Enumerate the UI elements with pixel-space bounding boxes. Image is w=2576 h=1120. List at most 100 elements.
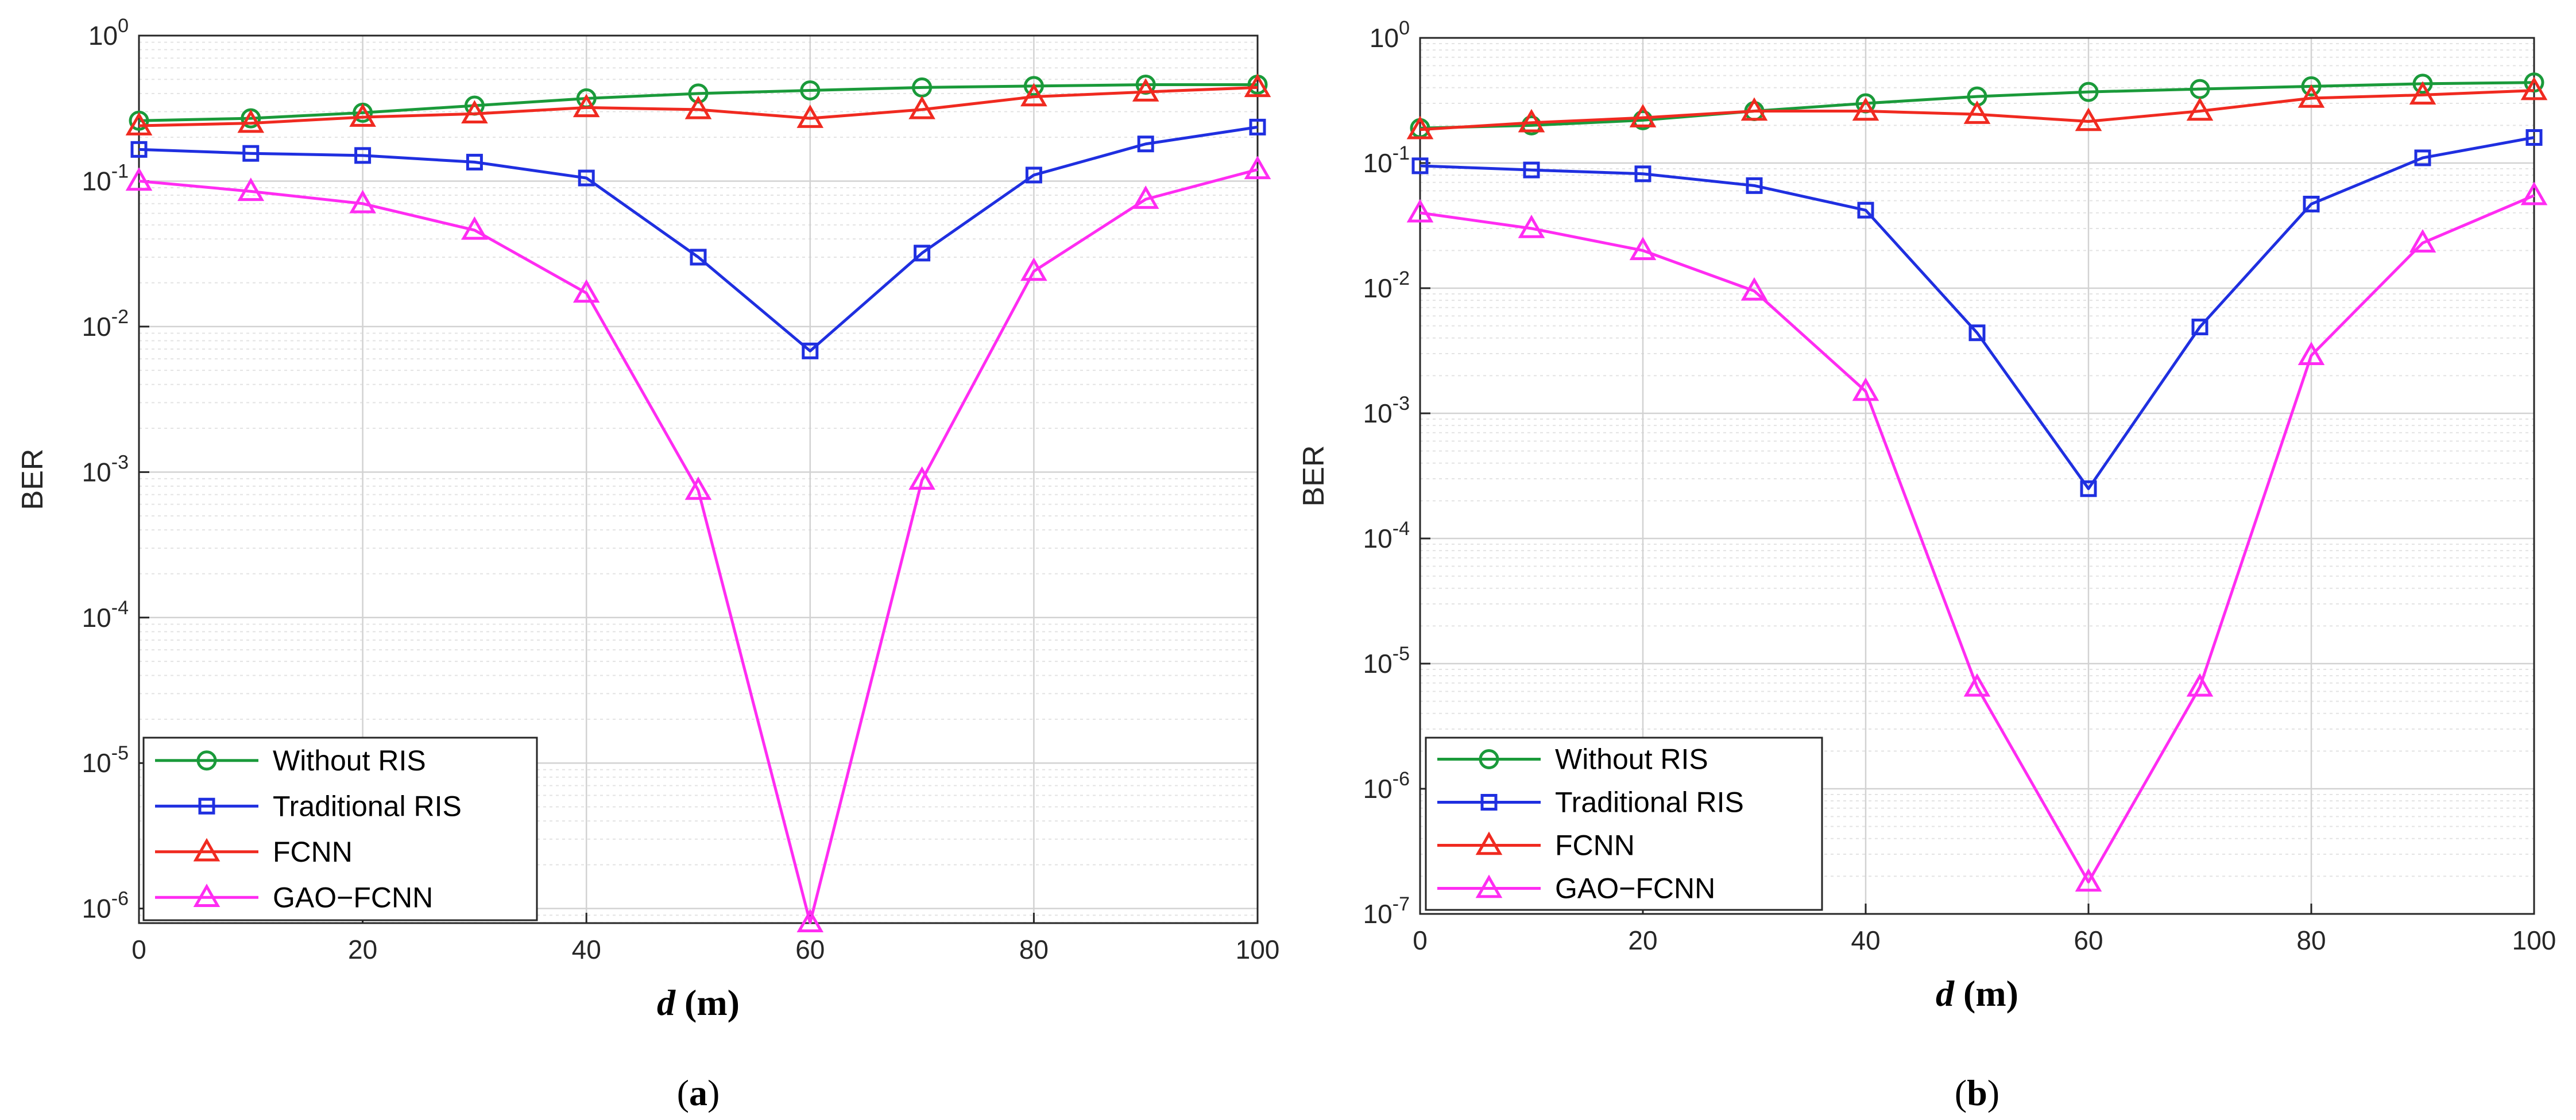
axes-box xyxy=(138,34,1259,924)
data-point xyxy=(688,83,709,104)
y-tick-label: 10-6 xyxy=(82,888,129,924)
data-point xyxy=(1629,104,1657,127)
data-point xyxy=(1857,201,1874,219)
data-point xyxy=(1249,118,1266,135)
x-tick-label: 80 xyxy=(1019,935,1049,964)
data-point xyxy=(578,169,595,187)
data-point xyxy=(908,95,935,119)
data-point xyxy=(2186,673,2214,697)
data-point xyxy=(349,189,376,214)
data-point xyxy=(2075,868,2102,892)
series-line xyxy=(138,86,1258,127)
data-point xyxy=(2520,181,2548,206)
data-point xyxy=(796,909,824,932)
data-point xyxy=(2297,84,2325,108)
data-point xyxy=(2186,97,2214,121)
data-point xyxy=(125,112,153,135)
y-tick-label: 10-1 xyxy=(1363,142,1410,178)
data-point xyxy=(2301,76,2322,96)
data-point xyxy=(349,103,376,127)
data-point xyxy=(1968,324,1986,342)
series-line xyxy=(1419,81,2535,130)
data-point xyxy=(130,141,148,158)
data-point xyxy=(1020,83,1047,107)
data-point xyxy=(1411,157,1429,175)
legend-item: Without RIS xyxy=(155,745,426,777)
y-axis-label: BER xyxy=(1297,445,1330,507)
x-tick-label: 60 xyxy=(2074,925,2103,955)
data-point xyxy=(1406,199,1434,223)
legend-marker xyxy=(198,797,215,815)
legend-item: Without RIS xyxy=(1437,743,1708,776)
legend-marker xyxy=(193,883,221,907)
series-line xyxy=(1419,136,2535,490)
data-point xyxy=(1518,214,1545,238)
axes-box xyxy=(1419,37,2535,915)
x-axis-label: d (m) xyxy=(1936,973,2018,1014)
x-tick-label: 20 xyxy=(1628,925,1657,955)
y-tick-label: 10-4 xyxy=(1363,518,1410,553)
data-point xyxy=(796,104,824,128)
y-axis: 10-7 10-6 10-5 10-4 10-3 10-2 10-1 100 xyxy=(1363,17,1430,929)
y-tick-label: 10-2 xyxy=(1363,268,1410,303)
panel-label: (b) xyxy=(1955,1072,1999,1113)
legend: Without RIS Traditional RIS FCNN GAO−FCNN xyxy=(1425,737,1823,911)
data-point xyxy=(1244,156,1271,180)
series-fcnn xyxy=(1406,76,2548,139)
legend-label: Traditional RIS xyxy=(273,790,462,822)
data-point xyxy=(573,94,600,118)
legend-label: Traditional RIS xyxy=(1555,786,1744,819)
data-point xyxy=(1629,237,1657,261)
data-point xyxy=(2080,480,2097,497)
series-fcnn xyxy=(125,73,1271,135)
data-point xyxy=(2525,129,2543,146)
x-tick-label: 100 xyxy=(2512,925,2556,955)
legend-label: Without RIS xyxy=(273,745,426,777)
data-point xyxy=(1023,76,1044,96)
data-point xyxy=(125,167,153,191)
y-tick-label: 100 xyxy=(1370,17,1410,53)
data-point xyxy=(1740,97,1768,121)
legend-label: GAO−FCNN xyxy=(1555,873,1715,905)
x-tick-label: 100 xyxy=(1236,935,1280,964)
data-point xyxy=(1518,108,1545,133)
data-point xyxy=(2297,342,2325,365)
x-tick-label: 40 xyxy=(572,935,601,964)
x-tick-label: 20 xyxy=(348,935,377,964)
panel-label: (a) xyxy=(677,1072,720,1113)
y-tick-label: 10-2 xyxy=(82,306,129,342)
data-point xyxy=(908,466,935,490)
y-tick-label: 10-7 xyxy=(1363,893,1410,929)
data-point xyxy=(461,216,488,240)
chart-a: 0 20 40 60 80 100 10-6 10-5 10-4 10-3 10-2 10-1 100 B… xyxy=(16,15,1280,1113)
series-line xyxy=(138,125,1258,352)
data-point xyxy=(1634,165,1651,183)
data-point xyxy=(684,476,712,500)
series-without-ris xyxy=(1410,72,2544,138)
legend-label: FCNN xyxy=(273,836,353,868)
series-traditional-ris xyxy=(130,118,1266,359)
legend-marker xyxy=(193,838,221,862)
y-tick-label: 10-3 xyxy=(1363,393,1410,428)
data-point xyxy=(1025,166,1042,184)
y-axis-label: BER xyxy=(16,449,49,510)
y-tick-label: 10-6 xyxy=(1363,768,1410,804)
legend-label: Without RIS xyxy=(1555,743,1708,776)
legend-item: FCNN xyxy=(155,836,353,868)
data-point xyxy=(1746,177,1763,194)
y-tick-label: 10-1 xyxy=(82,160,129,196)
x-axis: 0 20 40 60 80 100 xyxy=(1413,904,2556,955)
legend-item: Traditional RIS xyxy=(155,790,462,822)
chart-b: 0 20 40 60 80 100 10-7 10-6 10-5 10-4 10-3 10-2 10-1… xyxy=(1297,17,2556,1113)
data-point xyxy=(1852,97,1879,121)
data-point xyxy=(2520,76,2548,100)
data-point xyxy=(2191,319,2208,336)
data-point xyxy=(1852,377,1879,401)
legend-marker xyxy=(1480,794,1498,811)
y-tick-label: 10-5 xyxy=(82,742,129,778)
data-point xyxy=(684,95,712,119)
series-gao-fcnn xyxy=(1406,181,2548,892)
series-line xyxy=(138,168,1258,924)
data-point xyxy=(914,245,931,262)
data-point xyxy=(237,109,265,133)
